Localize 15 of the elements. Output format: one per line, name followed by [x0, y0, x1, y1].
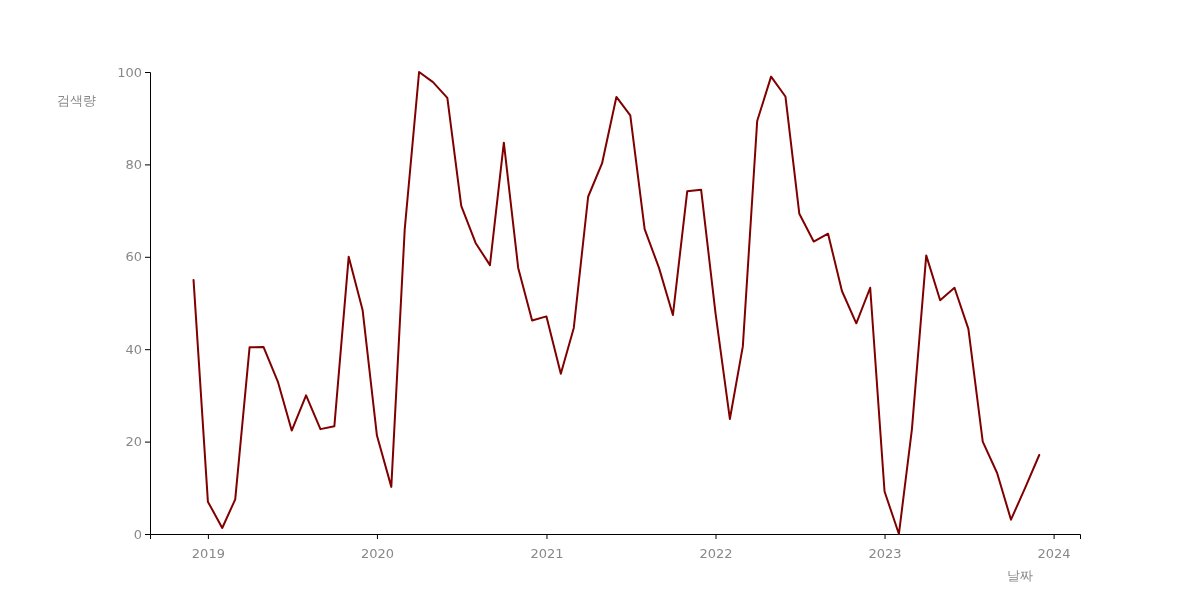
line-series	[192, 71, 1041, 535]
y-axis-title: 검색량	[56, 93, 96, 108]
y-tick-label: 0	[133, 526, 142, 542]
y-tick-label: 60	[125, 249, 142, 265]
x-tick-label: 2021	[530, 545, 564, 561]
x-tick-label: 2019	[191, 545, 225, 561]
x-tick-label: 2020	[360, 545, 394, 561]
x-axis-title: 날짜	[1007, 568, 1033, 583]
x-tick-label: 2023	[868, 545, 902, 561]
x-tick-label: 2024	[1037, 545, 1071, 561]
x-tick-label: 2022	[699, 545, 733, 561]
y-tick-label: 100	[117, 64, 142, 80]
y-tick-label: 80	[125, 157, 142, 173]
y-tick-label: 40	[125, 341, 142, 357]
y-tick-label: 20	[125, 434, 142, 450]
